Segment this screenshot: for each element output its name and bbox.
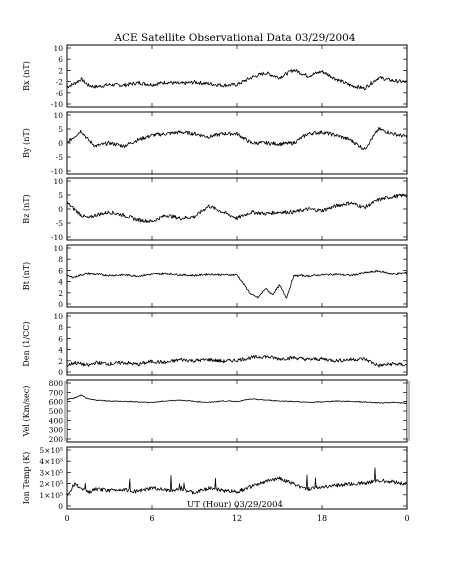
series-line [66,126,408,151]
series-line [66,69,408,91]
panel-1: 10 6 2 -2 -6 -10 Bx (nT) [22,44,408,109]
x-tick-label: 6 [149,514,154,523]
y-tick-label: 400 [49,416,64,425]
y-tick-label: 10 [53,244,63,253]
y-tick-label: -5 [56,219,64,228]
y-tick-label: -10 [51,100,63,109]
y-axis-label: Den (1/CC) [22,321,31,366]
y-tick-label: 700 [49,388,64,397]
y-axis-label: Bx (nT) [22,61,31,91]
panel-edge-strip [407,381,410,441]
panel-frame [66,177,408,241]
y-tick-label: 300 [49,426,64,435]
x-tick-label: 12 [232,514,242,523]
y-tick-label: 6 [58,266,63,275]
y-tick-label: 10 [53,312,63,321]
y-tick-label: 3×10⁵ [39,468,63,477]
y-tick-label: 5×10⁵ [39,446,63,455]
y-tick-label: 5 [58,125,63,134]
y-axis-label: Ion Temp (K) [22,452,31,505]
x-axis-label: UT (Hour) 03/29/2004 [187,499,283,510]
y-axis-label: By (nT) [22,128,31,158]
panel-7: 5×10⁵ 4×10⁵ 3×10⁵ 2×10⁵ 1×10⁵ 0 Ion Temp (K) [22,446,408,511]
y-tick-label: 8 [58,255,63,264]
y-tick-label: 600 [49,398,64,407]
panel-frame [66,244,408,308]
y-tick-label: 0 [58,139,63,148]
y-tick-label: 2 [58,66,63,75]
y-tick-label: 4 [58,278,63,287]
series-line [66,354,408,368]
series-line [66,193,408,223]
x-tick-label: 0 [404,514,409,523]
y-tick-label: -6 [56,89,64,98]
panel-edge-strip [64,381,67,441]
y-tick-label: 10 [53,111,63,120]
panel-5: 10 8 6 4 2 0 Den (1/CC) [22,312,408,377]
y-tick-label: 0 [58,502,63,511]
y-tick-label: 1×10⁵ [39,491,63,500]
panel-frame [66,44,408,108]
y-tick-label: -5 [56,153,64,162]
y-tick-label: 6 [58,55,63,64]
panels: 10 6 2 -2 -6 -10 Bx (nT) 10 5 0 -5 -10 By (nT) 10 5 0 -5… [22,44,410,523]
panel-frame [66,379,408,443]
y-tick-label: -10 [51,167,63,176]
y-tick-label: -2 [56,78,64,87]
y-tick-label: -10 [51,233,63,242]
panel-frame [66,312,408,376]
y-tick-label: 0 [58,205,63,214]
y-tick-label: 6 [58,334,63,343]
y-tick-label: 0 [58,368,63,377]
y-tick-label: 800 [49,379,64,388]
y-tick-label: 4×10⁵ [39,457,63,466]
x-tick-label: 0 [64,514,69,523]
panel-3: 10 5 0 -5 -10 Bz (nT) [22,177,408,242]
y-tick-label: 2×10⁵ [39,480,63,489]
y-axis-label: Vel (Km/sec) [22,386,31,438]
y-tick-label: 8 [58,323,63,332]
y-tick-label: 10 [53,44,63,53]
y-tick-label: 5 [58,191,63,200]
y-axis-label: Bt (nT) [22,262,31,290]
series-line [66,269,408,299]
series-line [66,394,408,404]
y-tick-label: 2 [58,357,63,366]
chart-title: ACE Satellite Observational Data 03/29/2… [113,32,355,44]
y-tick-label: 0 [58,300,63,309]
y-tick-label: 200 [49,435,64,444]
y-tick-label: 500 [49,407,64,416]
y-axis-label: Bz (nT) [22,194,31,223]
panel-2: 10 5 0 -5 -10 By (nT) [22,111,408,176]
panel-4: 10 8 6 4 2 0 Bt (nT) [22,244,408,309]
x-tick-label: 18 [317,514,327,523]
y-tick-label: 4 [58,346,63,355]
y-tick-label: 10 [53,177,63,186]
y-tick-label: 2 [58,289,63,298]
series-line [66,467,408,498]
